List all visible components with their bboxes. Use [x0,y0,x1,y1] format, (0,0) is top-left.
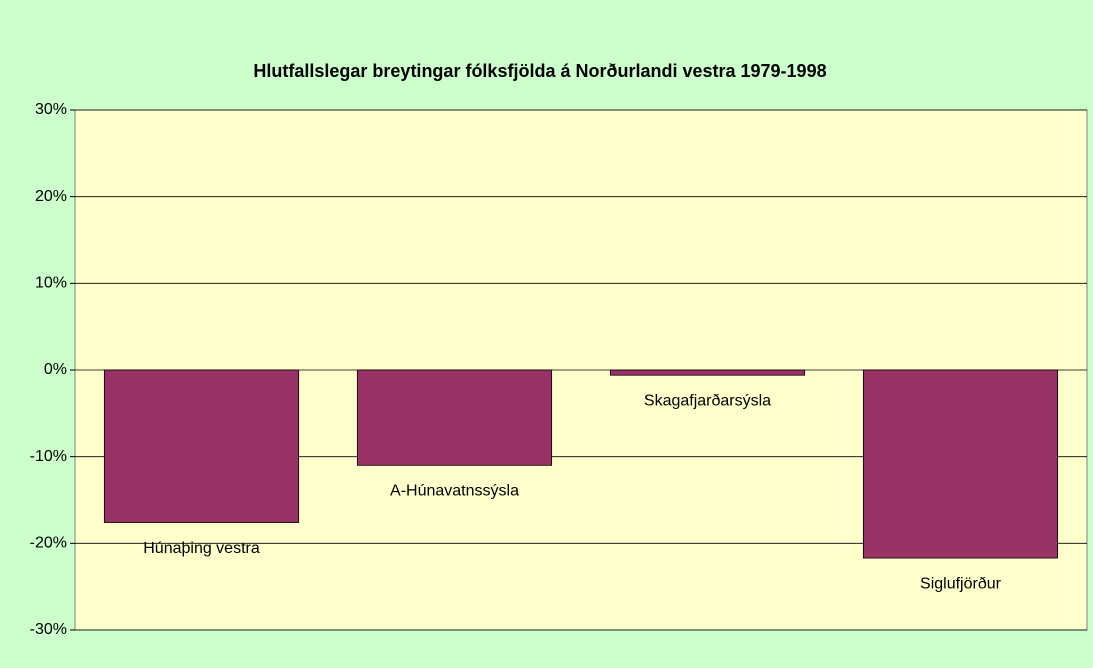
category-label: Húnaþing vestra [143,540,260,557]
chart-title: Hlutfallslegar breytingar fólksfjölda á … [253,61,826,81]
category-label: Skagafjarðarsýsla [644,392,771,409]
bar [862,369,1059,559]
bar [103,369,300,523]
y-tick-label: -10% [30,448,67,465]
y-tick-label: 0% [44,361,67,378]
category-label: A-Húnavatnssýsla [390,483,519,500]
y-tick-label: -30% [30,621,67,638]
y-tick-label: -20% [30,535,67,552]
bar [356,369,553,466]
bar [609,369,806,376]
y-tick-label: 10% [35,275,67,292]
category-label: Siglufjörður [920,575,1002,592]
y-tick-label: 30% [35,101,67,118]
y-tick-label: 20% [35,188,67,205]
